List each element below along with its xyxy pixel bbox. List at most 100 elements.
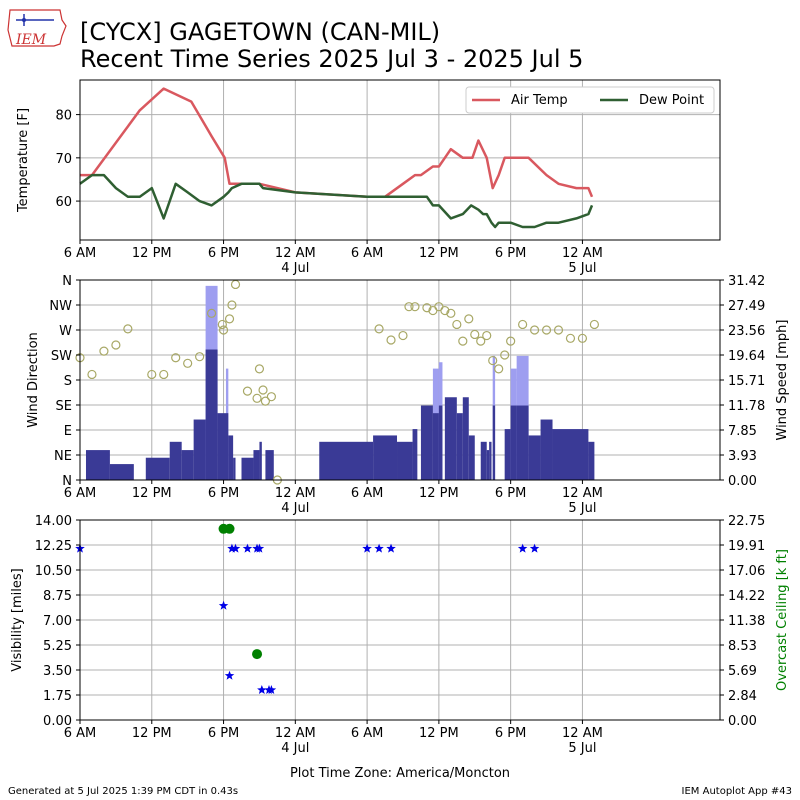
wind-speed-bar	[181, 450, 194, 480]
visibility-tick-label: 3.50	[43, 664, 72, 679]
wind-direction-point	[242, 386, 253, 396]
timezone-label: Plot Time Zone: America/Moncton	[290, 766, 510, 781]
ceiling-tick-label: 14.22	[728, 589, 765, 604]
visibility-tick-label: 12.25	[35, 539, 72, 554]
wind-speed-bar	[397, 441, 413, 480]
visibility-star	[529, 543, 540, 553]
wind-speed-bar	[319, 441, 374, 480]
wind-bars	[85, 285, 595, 480]
ceiling-tick-label: 11.38	[728, 614, 765, 629]
wind-panel: 6 AM 12 PM 6 PM 12 AM 6 AM 12 PM 6 PM 12 AM4 Ju…	[26, 274, 790, 516]
ceiling-tick-label: 2.84	[728, 689, 757, 704]
wind-speed-bar	[588, 441, 595, 480]
speed-tick-label: 23.56	[728, 324, 765, 339]
wind-direction-point	[446, 308, 456, 318]
wind-direction-point	[386, 335, 396, 345]
wind-speed-bar	[259, 441, 262, 480]
wind-speed-bar	[420, 405, 433, 480]
speed-tick-label: 19.64	[728, 349, 765, 364]
ceiling-tick-label: 8.53	[728, 639, 757, 654]
wind-speed-axis-label: Wind Speed [mph]	[775, 320, 790, 441]
wind-speed-bar	[480, 441, 487, 480]
iem-logo: IEM	[7, 9, 67, 48]
direction-tick-label: E	[64, 424, 72, 439]
wind-speed-bar	[228, 435, 234, 480]
wind-direction-point	[258, 385, 268, 395]
speed-tick-label: 0.00	[728, 474, 757, 489]
legend-box	[465, 86, 715, 114]
wind-direction-point	[589, 319, 599, 330]
visibility-tick-label: 1.75	[43, 689, 72, 704]
logo-dot-icon	[22, 18, 26, 22]
visibility-ticks: 6 AM 12 PM 6 PM 12 AM 6 AM 12 PM 6 PM 12 AM4 Ju…	[35, 514, 765, 756]
app-note: IEM Autoplot App #43	[682, 786, 792, 797]
wind-speed-bar	[217, 413, 229, 480]
wind-direction-point	[500, 350, 510, 360]
direction-tick-label: SW	[51, 349, 72, 364]
wind-speed-bar	[241, 457, 254, 480]
x-tick-label: 6 PM	[495, 726, 526, 741]
x-tick-label: 12 AM	[562, 486, 603, 501]
wind-speed-bar	[253, 450, 260, 480]
wind-direction-point	[159, 369, 169, 380]
x-tick-label: 6 AM	[351, 726, 384, 741]
x-tick-label: 6 AM	[351, 486, 384, 501]
wind-speed-bar	[265, 450, 274, 480]
visibility-tick-label: 8.75	[43, 589, 72, 604]
visibility-points	[75, 523, 540, 694]
wind-direction-point	[217, 319, 227, 330]
direction-tick-label: NE	[54, 449, 72, 464]
x-tick-label: 12 PM	[419, 726, 459, 741]
wind-direction-point	[266, 392, 277, 402]
wind-speed-bar	[492, 405, 496, 480]
x-tick-label: 6 AM	[64, 246, 97, 261]
wind-direction-point	[529, 325, 540, 335]
wind-direction-point	[482, 330, 492, 341]
wind-direction-point	[470, 329, 480, 340]
visibility-tick-label: 5.25	[43, 639, 72, 654]
wind-speed-bar	[510, 405, 517, 480]
speed-tick-label: 15.71	[728, 374, 765, 389]
x-tick-label: 12 AM	[275, 726, 316, 741]
iowa-outline-icon	[7, 9, 67, 47]
ceiling-dot	[224, 523, 235, 534]
wind-speed-bar	[516, 405, 529, 480]
wind-direction-point	[476, 336, 486, 346]
ceiling-tick-label: 22.75	[728, 514, 765, 529]
wind-speed-bar	[462, 397, 469, 480]
wind-direction-point	[398, 330, 408, 341]
visibility-tick-label: 14.00	[35, 514, 72, 529]
wind-direction-point	[111, 340, 121, 350]
legend-dew-point-label: Dew Point	[639, 93, 704, 108]
ceiling-tick-label: 17.06	[728, 564, 765, 579]
wind-speed-bar	[233, 457, 236, 480]
y-tick-label: 80	[55, 109, 72, 124]
wind-direction-point	[464, 314, 474, 324]
speed-tick-label: 31.42	[728, 274, 765, 289]
wind-direction-point	[452, 319, 462, 330]
temperature-frame	[79, 79, 721, 241]
wind-direction-point	[440, 305, 450, 316]
x-tick-label: 12 AM	[275, 486, 316, 501]
x-tick-label: 12 AM	[275, 246, 316, 261]
wind-speed-bar	[169, 441, 182, 480]
direction-tick-label: N	[62, 474, 72, 489]
visibility-star	[374, 543, 384, 553]
wind-ticks: 6 AM 12 PM 6 PM 12 AM 6 AM 12 PM 6 PM 12 AM4 Ju…	[49, 274, 765, 516]
x-date-label: 4 Jul	[281, 261, 309, 276]
x-date-label: 5 Jul	[568, 501, 596, 516]
wind-speed-bar	[528, 435, 541, 480]
x-date-label: 5 Jul	[568, 741, 596, 756]
wind-speed-bar	[145, 457, 170, 480]
ceiling-axis-label: Overcast Ceiling [k ft]	[775, 549, 790, 691]
wind-speed-bar	[456, 413, 463, 480]
wind-speed-bar	[205, 349, 218, 480]
visibility-star	[517, 543, 528, 553]
visibility-tick-label: 0.00	[43, 714, 72, 729]
wind-speed-bar	[373, 435, 398, 480]
visibility-star	[266, 685, 277, 694]
wind-direction-point	[374, 324, 384, 334]
temperature-axis-label: Temperature [F]	[16, 108, 31, 213]
visibility-star	[257, 685, 267, 694]
wind-direction-point	[494, 364, 504, 374]
